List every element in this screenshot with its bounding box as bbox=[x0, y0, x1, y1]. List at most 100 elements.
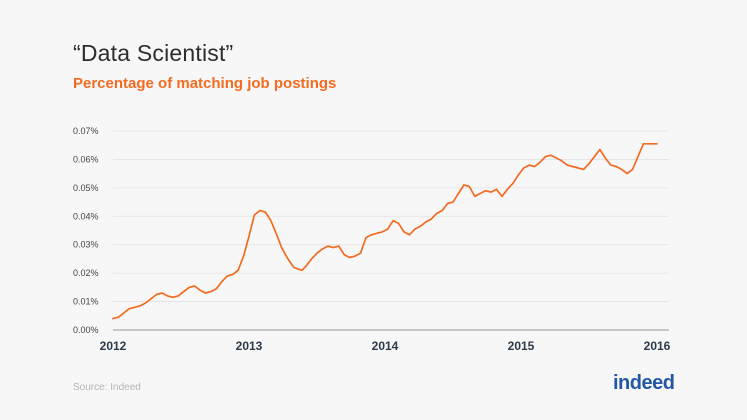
data-point bbox=[534, 165, 536, 168]
data-point bbox=[610, 164, 612, 166]
data-point bbox=[637, 155, 639, 158]
data-point bbox=[226, 275, 228, 277]
data-point bbox=[354, 255, 356, 257]
data-point bbox=[270, 219, 272, 222]
y-tick-labels: 0.00% 0.01% 0.02% 0.03% 0.04% 0.05% 0.06% 0.07% bbox=[73, 126, 99, 335]
y-tick-label: 0.04% bbox=[73, 211, 99, 221]
data-point bbox=[403, 231, 405, 233]
data-point bbox=[199, 289, 201, 291]
data-point bbox=[582, 168, 585, 170]
data-point bbox=[550, 154, 552, 156]
data-point bbox=[204, 292, 207, 294]
data-point bbox=[419, 225, 421, 227]
y-tick-label: 0.07% bbox=[73, 126, 99, 136]
data-point bbox=[414, 228, 416, 230]
data-point bbox=[289, 261, 291, 263]
data-point bbox=[172, 296, 174, 298]
data-point bbox=[544, 155, 547, 158]
data-point bbox=[387, 228, 389, 230]
data-point bbox=[242, 255, 245, 257]
data-point bbox=[512, 182, 514, 185]
data-point bbox=[588, 163, 590, 165]
data-point bbox=[425, 221, 427, 223]
data-point bbox=[376, 232, 378, 234]
data-point bbox=[398, 222, 400, 224]
data-point bbox=[316, 252, 318, 254]
data-point bbox=[370, 234, 372, 236]
data-point bbox=[642, 143, 645, 145]
data-point bbox=[490, 191, 492, 193]
data-point bbox=[626, 173, 628, 175]
data-point bbox=[495, 188, 498, 190]
data-point bbox=[117, 316, 120, 318]
indeed-logo: indeed bbox=[613, 372, 675, 394]
data-point bbox=[264, 211, 266, 213]
data-point bbox=[485, 190, 487, 192]
data-point bbox=[430, 218, 432, 220]
data-point bbox=[343, 254, 345, 256]
data-point bbox=[528, 164, 530, 166]
y-tick-label: 0.06% bbox=[73, 154, 99, 164]
x-tick-label: 2015 bbox=[508, 339, 535, 353]
data-point bbox=[281, 246, 283, 249]
data-point bbox=[301, 269, 303, 271]
data-point bbox=[604, 157, 606, 159]
data-point bbox=[259, 210, 261, 212]
data-point bbox=[365, 237, 367, 239]
data-point bbox=[539, 161, 541, 163]
data-point bbox=[237, 269, 239, 271]
data-point bbox=[621, 168, 623, 170]
data-point bbox=[349, 256, 351, 259]
data-point bbox=[599, 148, 601, 151]
data-point bbox=[210, 291, 212, 293]
data-point bbox=[452, 201, 454, 203]
data-point bbox=[593, 155, 596, 158]
data-point bbox=[392, 219, 394, 222]
series-line bbox=[112, 142, 658, 320]
data-point bbox=[572, 165, 574, 168]
data-point bbox=[479, 192, 481, 195]
data-point bbox=[463, 184, 465, 186]
data-point bbox=[332, 246, 334, 249]
y-tick-label: 0.00% bbox=[73, 325, 99, 335]
source-note: Source: Indeed bbox=[73, 382, 141, 393]
data-point bbox=[145, 302, 147, 304]
data-point bbox=[577, 167, 579, 169]
data-point bbox=[474, 195, 476, 197]
data-point bbox=[150, 298, 152, 300]
data-point bbox=[155, 293, 158, 296]
data-point bbox=[183, 291, 185, 293]
x-tick-label: 2016 bbox=[644, 339, 671, 353]
data-point bbox=[188, 286, 190, 288]
data-point bbox=[468, 185, 470, 188]
data-point bbox=[338, 245, 340, 247]
y-tick-label: 0.03% bbox=[73, 240, 99, 250]
data-point bbox=[566, 164, 568, 166]
data-point bbox=[457, 192, 460, 195]
data-point bbox=[436, 212, 438, 215]
data-point bbox=[561, 160, 563, 162]
data-point bbox=[166, 295, 168, 297]
data-point bbox=[139, 305, 141, 307]
x-tick-label: 2012 bbox=[100, 339, 127, 353]
data-point bbox=[248, 235, 250, 237]
x-tick-label: 2014 bbox=[372, 339, 399, 353]
series-points bbox=[112, 143, 658, 320]
data-point bbox=[631, 168, 634, 170]
y-tick-label: 0.05% bbox=[73, 183, 99, 193]
data-point bbox=[123, 312, 125, 314]
x-tick-labels: 2012 2013 2014 2015 2016 bbox=[100, 339, 671, 353]
data-point bbox=[650, 143, 653, 145]
data-point bbox=[310, 258, 313, 260]
data-point bbox=[506, 188, 508, 190]
data-point bbox=[112, 318, 114, 320]
data-point bbox=[232, 273, 234, 276]
data-point bbox=[297, 268, 299, 270]
data-point bbox=[441, 210, 443, 212]
data-point bbox=[408, 234, 411, 236]
data-point bbox=[275, 232, 277, 234]
grid-lines bbox=[113, 130, 669, 302]
data-point bbox=[221, 281, 223, 283]
data-point bbox=[327, 245, 329, 247]
